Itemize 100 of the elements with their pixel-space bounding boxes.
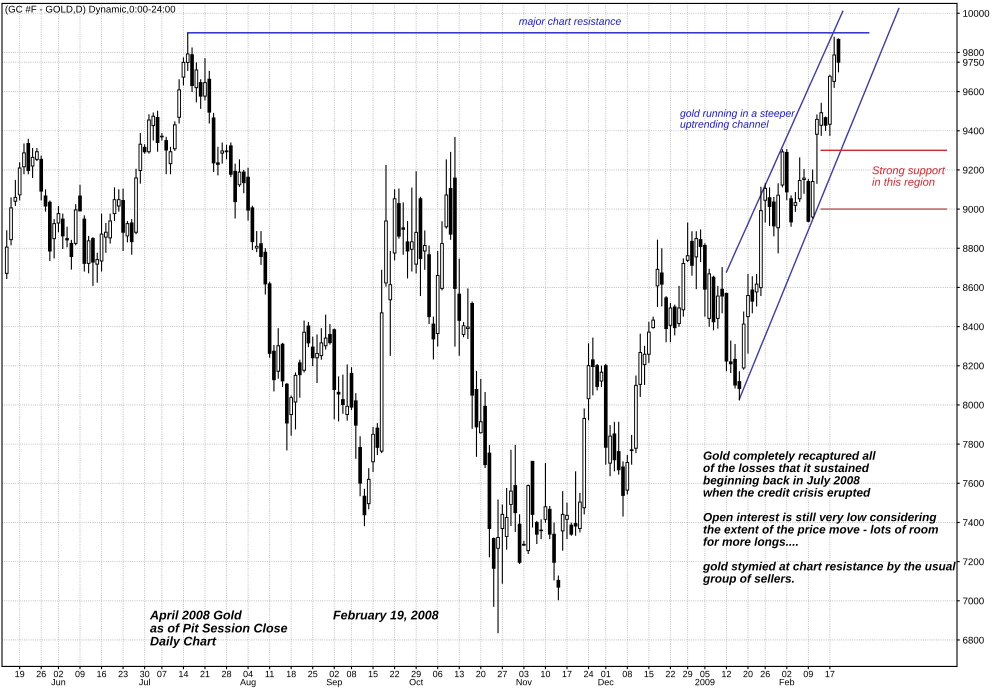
x-tick-label: 10 xyxy=(541,670,550,678)
x-tick-label: 08 xyxy=(622,670,632,678)
candlestick xyxy=(798,156,802,203)
candlestick xyxy=(750,276,754,314)
candlestick xyxy=(539,518,543,540)
annotation: February 19, 2008 xyxy=(333,610,439,622)
candlestick xyxy=(768,186,772,226)
y-tick-label: 9600 xyxy=(963,88,984,96)
y-tick-label: 9800 xyxy=(963,49,984,56)
y-tick-label: 8400 xyxy=(962,323,984,330)
candlestick xyxy=(496,498,500,634)
chart-title: (GC #F - GOLD,D) Dynamic,0:00-24:00 xyxy=(5,5,176,15)
candlestick xyxy=(565,502,569,540)
candlestick xyxy=(672,304,677,336)
x-tick-label: 06 xyxy=(433,670,442,678)
candlestick xyxy=(345,364,350,422)
x-tick-label: 15 xyxy=(644,670,654,678)
candlestick xyxy=(534,520,539,545)
x-tick-label: 03 Nov xyxy=(516,670,532,686)
x-tick-label: 18 xyxy=(286,670,296,678)
candlestick xyxy=(763,182,768,224)
x-tick-label: 17 xyxy=(826,670,834,678)
candlestick xyxy=(108,213,112,244)
x-tick-label: 11 xyxy=(266,670,274,678)
x-tick-label: 23 xyxy=(118,670,128,678)
y-tick-label: 9200 xyxy=(963,166,984,174)
x-tick-label: 01 Dec xyxy=(598,670,614,686)
annotation: gold running in a steeper uptrending channel xyxy=(680,109,796,130)
candlestick xyxy=(30,147,34,179)
annotation: Strong support in this region xyxy=(872,166,946,188)
x-tick-label: 20 xyxy=(743,670,753,678)
candlestick xyxy=(60,213,65,250)
y-tick-label: 9750 xyxy=(963,58,984,66)
candlestick xyxy=(65,226,69,248)
y-tick-label: 8200 xyxy=(962,362,984,370)
candlestick xyxy=(91,236,95,286)
candlestick xyxy=(656,239,660,308)
y-tick-label: 7000 xyxy=(963,598,984,604)
candlestick xyxy=(556,574,560,601)
annotation: major chart resistance xyxy=(518,17,621,28)
x-tick-label: 20 xyxy=(476,670,486,678)
candlestick xyxy=(220,142,224,164)
y-tick-label: 6800 xyxy=(963,636,984,644)
candlestick xyxy=(651,316,655,330)
x-tick-label: 30 Jul xyxy=(139,670,150,686)
x-tick-label: 02 Feb xyxy=(780,670,794,686)
candlestick xyxy=(574,470,578,536)
x-tick-label: 17 xyxy=(562,670,572,678)
y-tick-label: 10000 xyxy=(963,10,990,17)
candlestick xyxy=(14,179,18,207)
candlestick xyxy=(660,248,664,307)
candlestick xyxy=(630,434,634,466)
y-tick-label: 8800 xyxy=(962,245,984,252)
y-tick-label: 7800 xyxy=(963,440,984,448)
x-tick-label: 25 xyxy=(308,670,318,678)
x-tick-label: 05 2009 xyxy=(695,670,715,686)
x-tick-label: 24 xyxy=(584,670,594,678)
candlestick xyxy=(254,230,259,253)
y-tick-label: 7600 xyxy=(963,480,984,487)
candlestick xyxy=(341,374,345,414)
x-tick-label: 12 xyxy=(722,670,732,678)
x-tick-label: 21 xyxy=(200,670,210,678)
candlestick xyxy=(819,102,824,136)
candlestick xyxy=(310,336,315,367)
x-tick-label: 29 Oct xyxy=(410,670,424,686)
x-tick-label: 27 xyxy=(498,670,507,678)
y-tick-label: 9400 xyxy=(963,127,984,134)
y-tick-label: 7400 xyxy=(963,519,984,526)
candlestick xyxy=(22,142,26,175)
x-tick-label: 16 xyxy=(97,670,106,678)
x-tick-label: 14 xyxy=(179,670,188,678)
candlestick xyxy=(504,487,508,550)
candlestick xyxy=(315,334,319,384)
y-tick-label: 9000 xyxy=(963,206,984,213)
x-tick-label: 07 xyxy=(157,670,166,678)
x-tick-label: 04 Aug xyxy=(240,670,256,688)
x-tick-label: 29 xyxy=(683,670,692,678)
x-tick-label: 28 xyxy=(222,670,232,678)
x-tick-label: 02 Jun xyxy=(51,670,66,686)
candlestick xyxy=(509,449,513,527)
text: Gold completely recaptured all of the losses that it sustained beginning back in July 2008 when the credit crisis erupted Open interest is still very low considering the extent of the price move - lots of room for more longs.... gold stymied at chart resistance by the usual group of sellers. xyxy=(702,451,956,586)
x-tick-label: 09 xyxy=(75,670,85,678)
x-tick-label: 08 xyxy=(346,670,356,678)
candlestick xyxy=(112,186,116,222)
x-tick-label: 26 xyxy=(760,670,770,678)
x-tick-label: 02 Sep xyxy=(326,670,342,688)
annotation: April 2008 Gold as of Pit Session Close Daily Chart xyxy=(150,610,288,648)
x-tick-label: 15 xyxy=(368,670,378,678)
candlestick xyxy=(746,273,750,354)
candlestick xyxy=(789,194,793,228)
x-tick-label: 09 xyxy=(804,670,813,678)
x-tick-label: 26 xyxy=(36,670,46,678)
x-tick-label: 19 xyxy=(15,670,24,678)
y-tick-label: 8600 xyxy=(962,284,984,292)
x-tick-label: 22 xyxy=(666,670,675,678)
candlestick xyxy=(172,120,177,152)
candlestick xyxy=(336,376,340,422)
candlestick xyxy=(500,504,504,584)
x-tick-label: 13 xyxy=(454,670,464,678)
x-tick-label: 22 xyxy=(390,670,400,678)
